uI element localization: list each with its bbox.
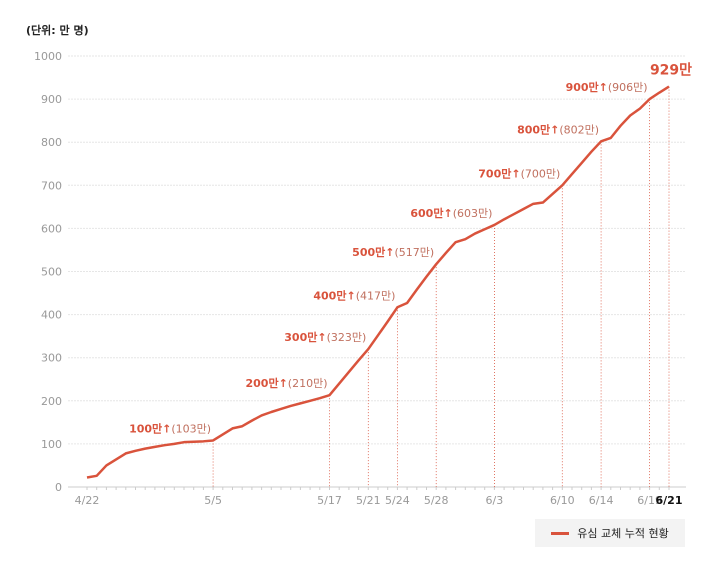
y-tick-label: 200 [41, 395, 62, 408]
series-line [86, 85, 670, 479]
y-tick-label: 0 [55, 481, 62, 494]
annotation-milestone: 800만↑ [517, 122, 559, 136]
annotation-value: (103만) [171, 422, 211, 435]
y-tick-label: 500 [41, 266, 62, 279]
annotation-milestone: 100만↑ [129, 421, 171, 435]
annotation-milestone: 600만↑ [410, 206, 452, 220]
annotation-label: 900만↑(906만) [566, 80, 648, 94]
annotation-label: 700만↑(700만) [478, 166, 560, 180]
legend-label: 유심 교체 누적 현황 [577, 527, 669, 540]
annotation-milestone: 300만↑ [284, 330, 326, 344]
y-tick-label: 600 [41, 222, 62, 235]
annotation-value: (210만) [288, 377, 328, 390]
x-tick-label: 5/24 [385, 494, 410, 507]
y-tick-label: 400 [41, 309, 62, 322]
y-tick-label: 900 [41, 93, 62, 106]
annotation-value: (417만) [356, 289, 396, 302]
annotation-value: (906만) [608, 81, 648, 94]
annotation-label: 600만↑(603만) [410, 206, 492, 220]
y-tick-label: 1000 [34, 50, 62, 63]
x-tick-label: 5/21 [356, 494, 381, 507]
x-tick-label: 6/14 [589, 494, 614, 507]
annotation-milestone: 500만↑ [352, 245, 394, 259]
annotation-milestone: 900만↑ [566, 80, 608, 94]
annotation-value: (323만) [327, 331, 367, 344]
x-tick-label: 5/28 [424, 494, 449, 507]
annotation-milestone: 400만↑ [313, 288, 355, 302]
x-tick-label: 5/5 [204, 494, 222, 507]
annotation-value: (517만) [394, 246, 434, 259]
x-tick-label: 6/10 [550, 494, 575, 507]
x-tick-label: 4/22 [75, 494, 100, 507]
y-tick-label: 300 [41, 352, 62, 365]
y-tick-label: 800 [41, 136, 62, 149]
x-tick-label: 6/21 [656, 494, 683, 507]
annotation-label: 100만↑(103만) [129, 421, 211, 435]
x-tick-label: 6/3 [486, 494, 504, 507]
annotation-value: (700만) [521, 167, 561, 180]
annotation-label: 500만↑(517만) [352, 245, 434, 259]
annotation-label: 400만↑(417만) [313, 288, 395, 302]
legend: 유심 교체 누적 현황 [535, 519, 685, 547]
annotation-value: (603만) [453, 207, 493, 220]
legend-swatch [551, 531, 570, 535]
annotation-label: 300만↑(323만) [284, 330, 366, 344]
annotation-value: (802만) [559, 123, 599, 136]
y-tick-label: 700 [41, 179, 62, 192]
annotation-milestone: 200만↑ [245, 376, 287, 390]
x-tick-label: 6/19 [637, 494, 662, 507]
annotation-label: 200만↑(210만) [245, 376, 327, 390]
x-tick-label: 5/17 [317, 494, 342, 507]
annotation-milestone: 700만↑ [478, 166, 520, 180]
y-tick-label: 100 [41, 438, 62, 451]
final-value-label: 929만 [650, 63, 692, 79]
annotation-label: 800만↑(802만) [517, 122, 599, 136]
unit-label: (단위: 만 명) [26, 24, 89, 37]
